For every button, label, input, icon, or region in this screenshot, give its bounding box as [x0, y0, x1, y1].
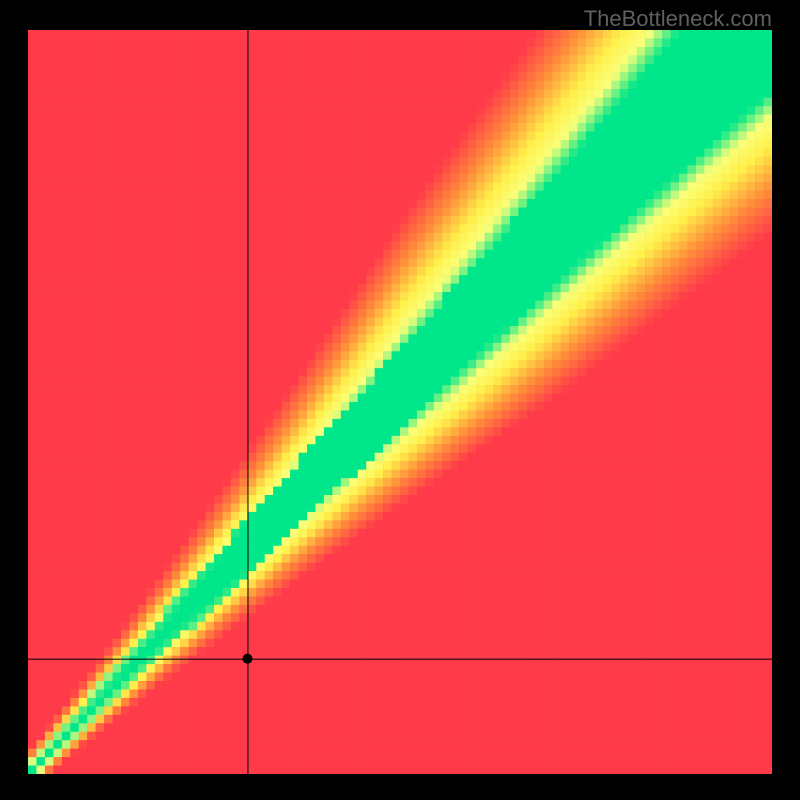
attribution-watermark: TheBottleneck.com — [584, 6, 772, 32]
bottleneck-heatmap-canvas — [28, 30, 772, 774]
heatmap-plot-area — [28, 30, 772, 774]
